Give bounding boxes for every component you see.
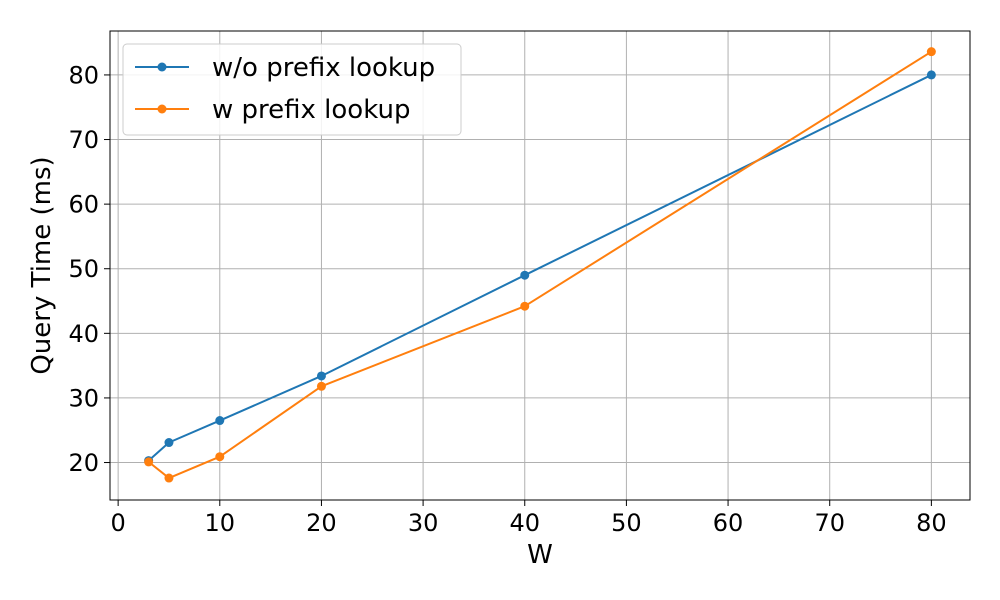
y-tick-label: 40	[68, 320, 99, 348]
x-tick-label: 30	[408, 509, 439, 537]
plot-frame	[109, 30, 971, 501]
y-axis-label: Query Time (ms)	[27, 156, 57, 374]
legend-label: w prefix lookup	[212, 95, 410, 125]
series-1-point	[215, 416, 225, 426]
series-1-point	[316, 371, 326, 381]
series-line-1	[147, 74, 932, 462]
y-tick-label: 60	[68, 191, 99, 219]
x-tick-label: 70	[814, 509, 845, 537]
series-1-point	[164, 438, 174, 448]
series-1-point	[926, 70, 936, 80]
series-2-point	[520, 301, 530, 311]
x-tick-label: 10	[205, 509, 236, 537]
x-tick-label: 0	[110, 509, 125, 537]
legend-swatch-marker	[157, 62, 167, 72]
series-2-point	[316, 381, 326, 391]
series-2-point	[164, 473, 174, 483]
x-tick-label: 20	[306, 509, 337, 537]
series-layer	[144, 47, 936, 483]
y-tick-label: 20	[68, 449, 99, 477]
series-1-point	[520, 270, 530, 280]
legend-label: w/o prefix lookup	[212, 53, 435, 83]
series-2-point	[144, 457, 154, 467]
series-2-point	[926, 47, 936, 57]
x-tick-label: 40	[509, 509, 540, 537]
y-tick-label: 30	[68, 384, 99, 412]
y-tick-label: 80	[68, 61, 99, 89]
x-axis-label: W	[527, 540, 553, 570]
y-tick-label: 50	[68, 255, 99, 283]
legend-box	[122, 43, 462, 136]
x-tick-label: 60	[713, 509, 744, 537]
x-tick-label: 50	[611, 509, 642, 537]
ticks: 0 10 20 30 40 50 60 70 80 20 30 40 50 60 70 80	[68, 61, 946, 537]
series-2-point	[215, 452, 225, 462]
y-tick-label: 70	[68, 126, 99, 154]
legend-swatch-marker	[157, 104, 167, 114]
x-tick-label: 80	[916, 509, 947, 537]
legend: w/o prefix lookup w prefix lookup	[122, 43, 462, 136]
